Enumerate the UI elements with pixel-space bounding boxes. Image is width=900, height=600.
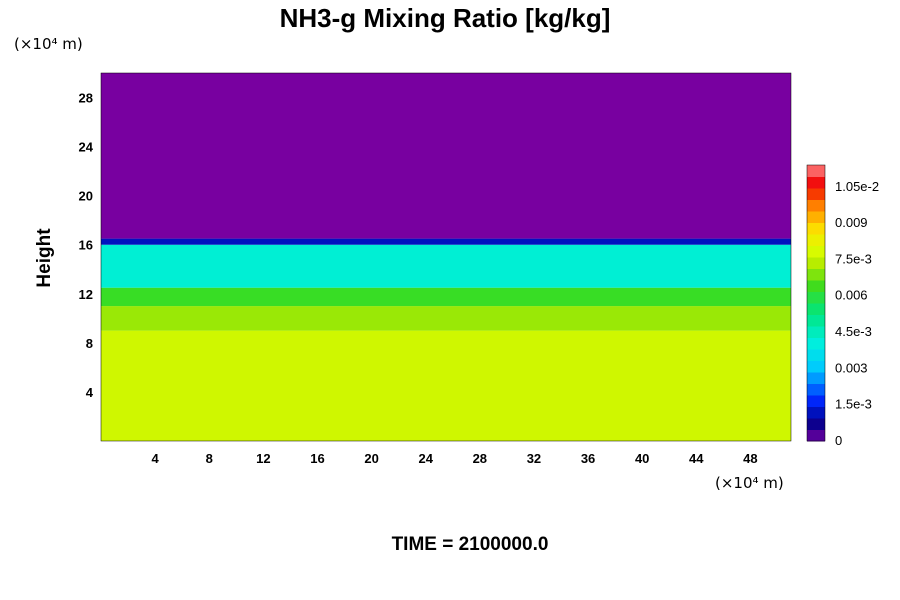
colorbar-segment [807, 291, 825, 304]
colorbar-tick-label: 0.003 [835, 360, 868, 375]
colorbar-segment [807, 383, 825, 396]
colorbar-tick-label: 4.5e-3 [835, 324, 872, 339]
colorbar-segment [807, 211, 825, 223]
colorbar-tick-label: 1.5e-3 [835, 397, 872, 412]
x-tick-label: 32 [527, 451, 541, 466]
plot-frame [100, 72, 792, 442]
y-tick-label: 8 [86, 336, 93, 351]
y-axis-label: Height [34, 228, 55, 288]
colorbar-segment [807, 326, 825, 338]
colorbar-segment [807, 314, 825, 327]
x-tick-label: 8 [206, 451, 213, 466]
colorbar-segment [807, 280, 825, 292]
colorbar-segment [807, 395, 825, 407]
colorbar [806, 164, 826, 442]
colorbar-segment [807, 234, 825, 246]
x-tick-label: 48 [743, 451, 757, 466]
colorbar-segment [807, 360, 825, 373]
colorbar-segment [807, 303, 825, 315]
colorbar-segment [807, 372, 825, 384]
colorbar-axis: 0 1.5e-3 0.003 4.5e-3 0.006 7.5e-3 0.009 1.05e-… [835, 179, 879, 448]
colorbar-segment [807, 418, 825, 430]
colorbar-segment [807, 268, 825, 281]
x-tick-label: 44 [689, 451, 704, 466]
colorbar-tick-label: 7.5e-3 [835, 251, 872, 266]
x-tick-label: 40 [635, 451, 649, 466]
x-tick-label: 36 [581, 451, 595, 466]
colorbar-segment [807, 349, 825, 361]
x-tick-label: 20 [364, 451, 378, 466]
heatmap-layer-0 [101, 330, 791, 441]
heatmap-layer-2 [101, 287, 791, 307]
colorbar-segment [807, 222, 825, 235]
y-tick-label: 12 [79, 287, 93, 302]
colorbar-frame [806, 164, 826, 442]
colorbar-segment [807, 245, 825, 258]
colorbar-segment [807, 429, 825, 442]
colorbar-segment [807, 257, 825, 269]
colorbar-segment [807, 165, 825, 177]
x-tick-label: 24 [418, 451, 433, 466]
colorbar-tick-label: 0 [835, 433, 842, 448]
y-axis: 4 8 12 16 20 24 28 [79, 91, 94, 400]
colorbar-tick-label: 1.05e-2 [835, 179, 879, 194]
y-tick-label: 24 [79, 140, 94, 155]
y-tick-label: 20 [79, 189, 93, 204]
chart-title: NH3-g Mixing Ratio [kg/kg] [280, 3, 611, 33]
colorbar-segment [807, 176, 825, 189]
x-axis: 4 8 12 16 20 24 28 32 36 40 44 48 [152, 451, 758, 466]
heatmap-layer-4 [101, 238, 791, 245]
y-tick-label: 16 [79, 238, 93, 253]
colorbar-tick-label: 0.009 [835, 215, 868, 230]
heatmap-layer-1 [101, 306, 791, 331]
colorbar-tick-label: 0.006 [835, 288, 868, 303]
heatmap-layer-5 [101, 73, 791, 239]
x-tick-label: 16 [310, 451, 324, 466]
colorbar-segment [807, 337, 825, 350]
y-tick-label: 28 [79, 91, 93, 106]
heatmap-layer-3 [101, 244, 791, 288]
time-label: TIME = 2100000.0 [392, 534, 549, 555]
y-axis-unit: (×10⁴ m) [14, 35, 83, 53]
x-axis-unit: (×10⁴ m) [715, 474, 784, 492]
x-tick-label: 4 [152, 451, 160, 466]
heatmap-field [100, 72, 792, 442]
x-tick-label: 28 [473, 451, 487, 466]
y-tick-label: 4 [86, 385, 94, 400]
colorbar-segment [807, 188, 825, 200]
x-tick-label: 12 [256, 451, 270, 466]
colorbar-segment [807, 199, 825, 212]
colorbar-segment [807, 406, 825, 419]
